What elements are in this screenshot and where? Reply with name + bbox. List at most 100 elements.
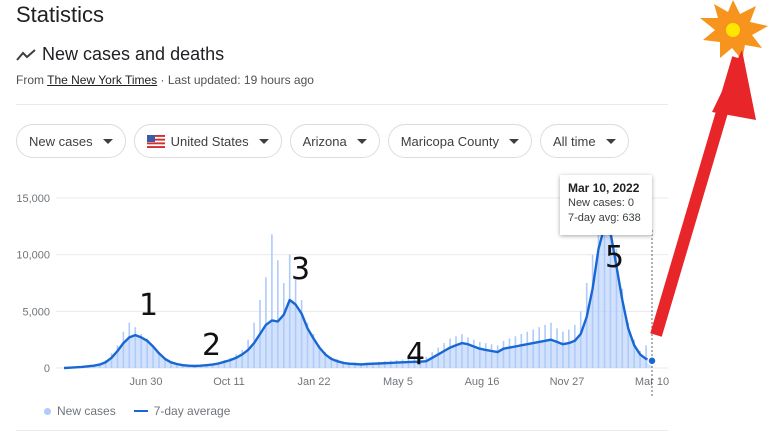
annotation-5: 5 — [605, 240, 625, 275]
case-bar — [330, 356, 333, 368]
case-bar — [342, 361, 344, 368]
case-bar — [164, 357, 166, 368]
case-bar — [152, 345, 154, 368]
case-bar — [461, 334, 463, 368]
annotation-4: 4 — [406, 337, 426, 372]
case-bar — [526, 331, 529, 368]
caret-down-icon — [508, 138, 519, 144]
case-bar — [360, 363, 362, 368]
case-bar — [585, 283, 588, 368]
subtitle-row: New cases and deaths — [16, 44, 224, 65]
case-bar — [389, 360, 392, 368]
country-dropdown[interactable]: United States — [133, 124, 282, 158]
caret-down-icon — [102, 138, 113, 144]
case-bar — [300, 300, 303, 368]
case-bar — [550, 322, 552, 368]
metric-dropdown[interactable]: New cases — [16, 124, 126, 158]
cases-chart[interactable]: 15,000 10,000 5,000 0 Jun 30 Oct 11 Jan 22 May … — [0, 170, 770, 400]
chart-subtitle: New cases and deaths — [42, 44, 225, 64]
case-bar — [484, 343, 487, 368]
case-bar — [217, 362, 220, 368]
y-tick-label: 10,000 — [16, 250, 50, 262]
legend-bars-label: New cases — [57, 404, 116, 418]
red-arrow-head — [712, 50, 756, 120]
trending-line-icon — [16, 48, 36, 61]
case-bar — [312, 334, 315, 368]
case-bar — [277, 260, 279, 368]
annotation-3: 3 — [291, 252, 311, 287]
case-bar — [324, 352, 327, 368]
case-bar — [538, 327, 540, 368]
case-bar — [211, 364, 214, 368]
case-bar — [413, 358, 416, 368]
chart-tooltip: Mar 10, 2022 New cases: 0 7-day avg: 638 — [560, 175, 652, 235]
x-tick-label: May 5 — [383, 376, 413, 388]
case-bar — [449, 338, 451, 368]
case-bar — [265, 277, 267, 368]
case-bar — [318, 345, 321, 368]
county-dropdown[interactable]: Maricopa County — [387, 124, 532, 158]
source-line: From The New York Times · Last updated: … — [16, 73, 314, 87]
page-title: Statistics — [16, 2, 105, 27]
caret-down-icon — [605, 138, 616, 144]
case-bar — [544, 324, 546, 368]
state-dropdown-label: Arizona — [302, 133, 347, 149]
avg-line — [63, 225, 653, 370]
case-bar — [490, 344, 493, 368]
case-bar — [116, 345, 119, 368]
us-flag-icon — [146, 134, 165, 148]
case-bar — [508, 338, 511, 368]
y-tick-label: 0 — [44, 363, 50, 375]
case-bar — [633, 339, 635, 368]
x-tick-label: Oct 11 — [213, 376, 245, 388]
case-bar — [455, 336, 457, 368]
case-bar — [271, 234, 273, 368]
case-bar — [294, 277, 297, 368]
source-prefix: From — [16, 73, 48, 87]
source-link[interactable]: The New York Times — [47, 73, 158, 87]
county-dropdown-label: Maricopa County — [400, 133, 499, 149]
case-bar — [496, 345, 499, 368]
annotation-2: 2 — [202, 328, 222, 363]
case-bar — [579, 311, 582, 368]
bottom-divider — [16, 430, 668, 431]
caret-down-icon — [258, 138, 269, 144]
state-dropdown[interactable]: Arizona — [289, 124, 380, 158]
case-bar — [532, 329, 534, 368]
case-bar — [615, 249, 618, 368]
metric-dropdown-label: New cases — [29, 133, 93, 149]
case-bar — [336, 358, 338, 368]
case-bar — [104, 360, 107, 368]
case-bar — [366, 362, 368, 368]
chart-legend: New cases 7-day average — [44, 404, 230, 418]
x-tick-label: Jan 22 — [297, 376, 330, 388]
case-bar — [146, 338, 148, 368]
last-updated: · Last updated: 19 hours ago — [157, 73, 314, 87]
case-bar — [621, 288, 624, 368]
y-tick-label: 5,000 — [22, 306, 50, 318]
legend-line-label: 7-day average — [153, 404, 231, 418]
case-bar — [627, 322, 629, 368]
case-bar — [128, 322, 131, 368]
case-bar — [520, 334, 523, 368]
case-bar — [170, 361, 172, 368]
y-tick-label: 15,000 — [16, 193, 50, 205]
filter-bar: New cases United States Arizona Maricopa… — [16, 124, 629, 158]
case-bar — [431, 352, 433, 368]
case-bar — [288, 254, 291, 368]
case-bar — [401, 359, 404, 368]
legend-bars-swatch — [44, 407, 51, 415]
time-range-dropdown[interactable]: All time — [539, 124, 629, 158]
case-bar — [378, 361, 380, 368]
divider — [16, 104, 668, 105]
case-bar — [395, 360, 398, 368]
annotation-1: 1 — [139, 288, 159, 323]
case-bar — [253, 322, 255, 368]
hover-point — [647, 356, 657, 366]
case-bar — [407, 358, 410, 368]
case-bar — [247, 339, 249, 368]
case-bar — [556, 328, 558, 368]
case-bar — [140, 334, 142, 368]
x-tick-label: Jun 30 — [129, 376, 162, 388]
case-bar — [110, 353, 113, 368]
